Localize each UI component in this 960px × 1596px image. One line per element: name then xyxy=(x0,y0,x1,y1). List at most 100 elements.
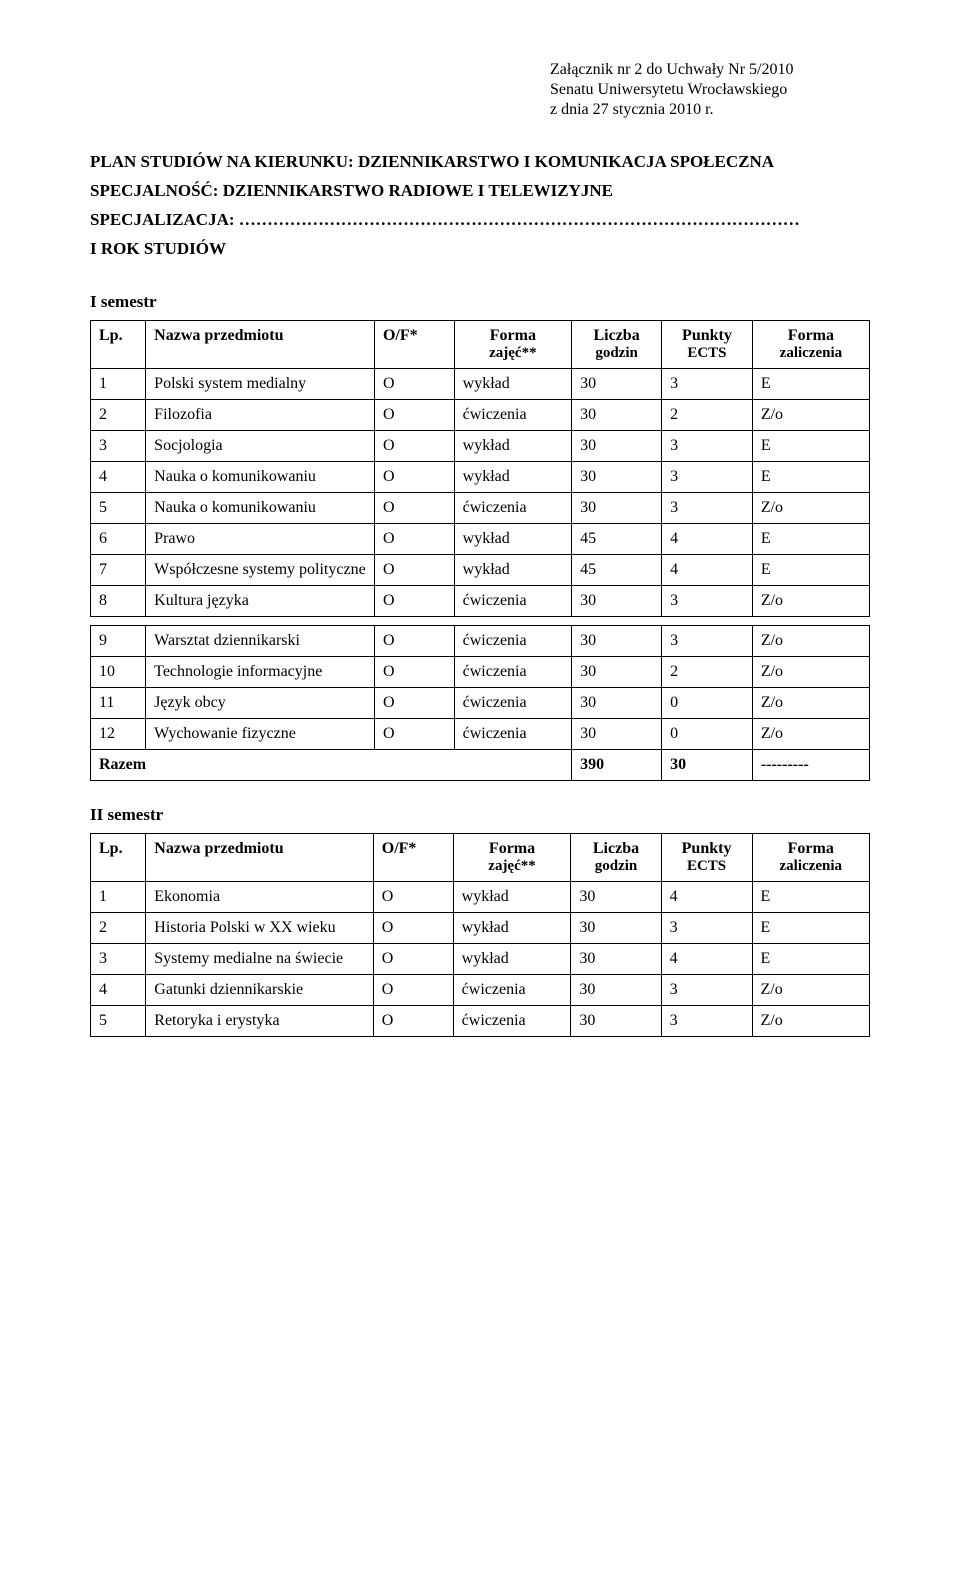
semester1-label: I semestr xyxy=(90,292,870,312)
table-cell: ćwiczenia xyxy=(453,974,571,1005)
table-cell: ćwiczenia xyxy=(454,399,571,430)
table-cell: O xyxy=(374,625,454,656)
col-final-top: Forma xyxy=(788,327,834,344)
spacer-cell xyxy=(91,616,870,625)
table-row: 7Współczesne systemy polityczneOwykład45… xyxy=(91,554,870,585)
table-cell: 3 xyxy=(662,585,753,616)
table-cell: 0 xyxy=(662,687,753,718)
table-row: 8Kultura językaOćwiczenia303Z/o xyxy=(91,585,870,616)
table-cell: 3 xyxy=(91,943,146,974)
table-cell: Z/o xyxy=(752,492,869,523)
table-cell: 0 xyxy=(662,718,753,749)
table-cell: wykład xyxy=(453,881,571,912)
col-hours: Liczba godzin xyxy=(572,320,662,368)
table-cell: Nauka o komunikowaniu xyxy=(146,461,375,492)
col-of: O/F* xyxy=(374,320,454,368)
table-row: 3Systemy medialne na świecieOwykład304E xyxy=(91,943,870,974)
table-cell: Technologie informacyjne xyxy=(146,656,375,687)
col-ects-sub: ECTS xyxy=(670,345,744,362)
table-cell: 1 xyxy=(91,881,146,912)
table-row: 3SocjologiaOwykład303E xyxy=(91,430,870,461)
table-cell: 30 xyxy=(572,656,662,687)
table-cell: O xyxy=(373,1005,453,1036)
table-cell: ćwiczenia xyxy=(454,718,571,749)
col-ects: Punkty ECTS xyxy=(661,833,752,881)
table-cell: O xyxy=(374,687,454,718)
table-cell: 45 xyxy=(572,554,662,585)
annex-line3: z dnia 27 stycznia 2010 r. xyxy=(550,100,870,120)
col-of: O/F* xyxy=(373,833,453,881)
table-cell: 10 xyxy=(91,656,146,687)
table-cell: 30 xyxy=(571,912,661,943)
table-cell: 11 xyxy=(91,687,146,718)
table-cell: E xyxy=(752,554,869,585)
table-cell: ćwiczenia xyxy=(454,585,571,616)
table-cell: Z/o xyxy=(752,625,869,656)
table-cell: 30 xyxy=(572,461,662,492)
col-form: Forma zajęć** xyxy=(453,833,571,881)
table-cell: Retoryka i erystyka xyxy=(146,1005,373,1036)
table-cell: 30 xyxy=(572,430,662,461)
table-cell: 30 xyxy=(572,718,662,749)
table-cell: wykład xyxy=(454,554,571,585)
table-cell: 4 xyxy=(91,974,146,1005)
col-form: Forma zajęć** xyxy=(454,320,571,368)
col-final-top: Forma xyxy=(788,840,834,857)
spacer-row xyxy=(91,616,870,625)
header-row: Lp. Nazwa przedmiotu O/F* Forma zajęć** … xyxy=(91,833,870,881)
col-hours-top: Liczba xyxy=(593,840,639,857)
table-cell: Z/o xyxy=(752,1005,869,1036)
table-row: 10Technologie informacyjneOćwiczenia302Z… xyxy=(91,656,870,687)
table-cell: 3 xyxy=(662,461,753,492)
table-row: 11Język obcyOćwiczenia300Z/o xyxy=(91,687,870,718)
table-cell: O xyxy=(374,718,454,749)
col-hours-top: Liczba xyxy=(593,327,639,344)
table-head: Lp. Nazwa przedmiotu O/F* Forma zajęć** … xyxy=(91,833,870,881)
col-final-sub: zaliczenia xyxy=(761,858,861,875)
table-cell: Prawo xyxy=(146,523,375,554)
table-row: 5Retoryka i erystykaOćwiczenia303Z/o xyxy=(91,1005,870,1036)
table-cell: O xyxy=(374,368,454,399)
title-line1: PLAN STUDIÓW NA KIERUNKU: DZIENNIKARSTWO… xyxy=(90,148,870,177)
title-line2: SPECJALNOŚĆ: DZIENNIKARSTWO RADIOWE I TE… xyxy=(90,177,870,206)
table-cell: wykład xyxy=(454,368,571,399)
title-line3: SPECJALIZACJA: …………………………………………………………………… xyxy=(90,206,870,235)
col-lp: Lp. xyxy=(91,320,146,368)
col-final: Forma zaliczenia xyxy=(752,320,869,368)
table-cell: E xyxy=(752,881,869,912)
table-cell: Z/o xyxy=(752,585,869,616)
col-hours-sub: godzin xyxy=(579,858,652,875)
table-cell: 30 xyxy=(572,625,662,656)
col-lp: Lp. xyxy=(91,833,146,881)
table-cell: wykład xyxy=(453,912,571,943)
table-cell: Wychowanie fizyczne xyxy=(146,718,375,749)
col-hours: Liczba godzin xyxy=(571,833,661,881)
table-cell: 30 xyxy=(572,687,662,718)
table-cell: 3 xyxy=(662,430,753,461)
table-cell: 1 xyxy=(91,368,146,399)
table-cell: 2 xyxy=(662,656,753,687)
header-row: Lp. Nazwa przedmiotu O/F* Forma zajęć** … xyxy=(91,320,870,368)
table-cell: 7 xyxy=(91,554,146,585)
table-cell: Filozofia xyxy=(146,399,375,430)
table-row: 1Polski system medialnyOwykład303E xyxy=(91,368,870,399)
col-final: Forma zaliczenia xyxy=(752,833,869,881)
table-cell: Z/o xyxy=(752,974,869,1005)
table-cell: 3 xyxy=(661,912,752,943)
table-cell: O xyxy=(374,461,454,492)
table-cell: 6 xyxy=(91,523,146,554)
table-row: 1EkonomiaOwykład304E xyxy=(91,881,870,912)
table-cell: 8 xyxy=(91,585,146,616)
table-cell: wykład xyxy=(454,523,571,554)
table-row: 2Historia Polski w XX wiekuOwykład303E xyxy=(91,912,870,943)
table-cell: 30 xyxy=(572,368,662,399)
col-ects-top: Punkty xyxy=(682,840,732,857)
table-cell: 12 xyxy=(91,718,146,749)
table-cell: 3 xyxy=(662,492,753,523)
table-cell: 3 xyxy=(91,430,146,461)
table-cell: Nauka o komunikowaniu xyxy=(146,492,375,523)
table-cell: 9 xyxy=(91,625,146,656)
table-cell: O xyxy=(374,523,454,554)
table-cell: ćwiczenia xyxy=(454,656,571,687)
table-cell: Współczesne systemy polityczne xyxy=(146,554,375,585)
